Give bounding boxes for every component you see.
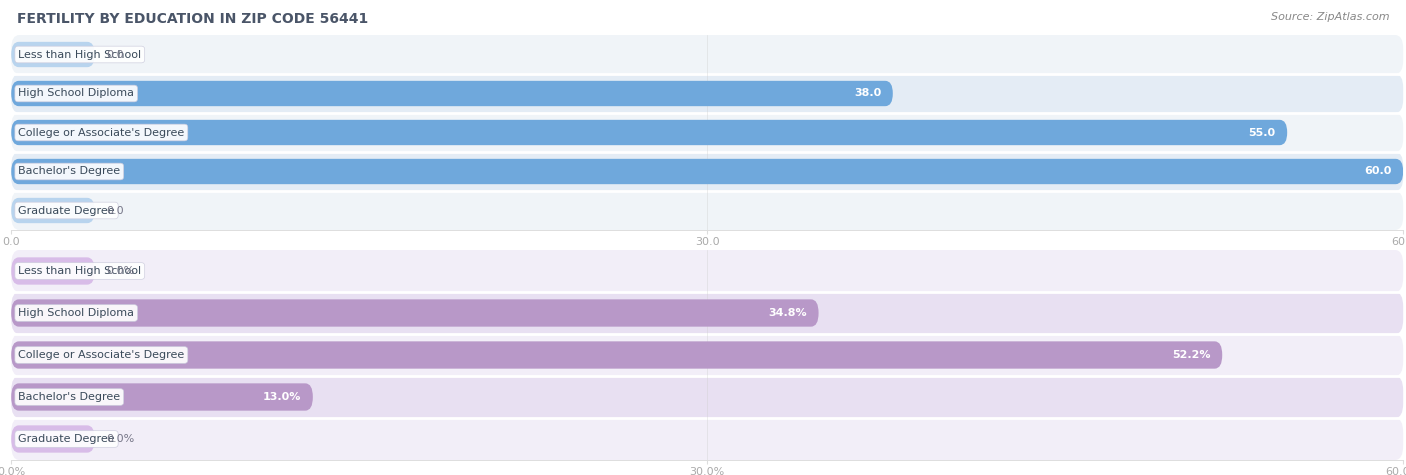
Text: Graduate Degree: Graduate Degree xyxy=(18,206,115,216)
Text: Less than High School: Less than High School xyxy=(18,266,142,276)
FancyBboxPatch shape xyxy=(11,383,314,411)
FancyBboxPatch shape xyxy=(11,257,94,285)
Text: Graduate Degree: Graduate Degree xyxy=(18,434,115,444)
FancyBboxPatch shape xyxy=(11,113,1403,152)
Text: FERTILITY BY EDUCATION IN ZIP CODE 56441: FERTILITY BY EDUCATION IN ZIP CODE 56441 xyxy=(17,12,368,26)
Text: 0.0%: 0.0% xyxy=(107,266,135,276)
FancyBboxPatch shape xyxy=(11,191,1403,230)
FancyBboxPatch shape xyxy=(11,250,1403,292)
FancyBboxPatch shape xyxy=(11,159,1403,184)
FancyBboxPatch shape xyxy=(11,42,94,67)
Text: 0.0: 0.0 xyxy=(107,49,124,59)
Text: Bachelor's Degree: Bachelor's Degree xyxy=(18,167,121,177)
Text: 38.0: 38.0 xyxy=(853,88,882,98)
Text: High School Diploma: High School Diploma xyxy=(18,88,134,98)
FancyBboxPatch shape xyxy=(11,342,1222,369)
Text: 60.0: 60.0 xyxy=(1364,167,1392,177)
FancyBboxPatch shape xyxy=(11,198,94,223)
FancyBboxPatch shape xyxy=(11,120,1288,145)
FancyBboxPatch shape xyxy=(11,376,1403,418)
Text: 0.0: 0.0 xyxy=(107,206,124,216)
Text: High School Diploma: High School Diploma xyxy=(18,308,134,318)
FancyBboxPatch shape xyxy=(11,74,1403,113)
FancyBboxPatch shape xyxy=(11,425,94,453)
FancyBboxPatch shape xyxy=(11,152,1403,191)
Text: 55.0: 55.0 xyxy=(1249,127,1275,137)
Text: Bachelor's Degree: Bachelor's Degree xyxy=(18,392,121,402)
Text: 0.0%: 0.0% xyxy=(107,434,135,444)
Text: Source: ZipAtlas.com: Source: ZipAtlas.com xyxy=(1271,12,1389,22)
Text: College or Associate's Degree: College or Associate's Degree xyxy=(18,127,184,137)
Text: Less than High School: Less than High School xyxy=(18,49,142,59)
FancyBboxPatch shape xyxy=(11,334,1403,376)
FancyBboxPatch shape xyxy=(11,81,893,106)
Text: College or Associate's Degree: College or Associate's Degree xyxy=(18,350,184,360)
Text: 34.8%: 34.8% xyxy=(768,308,807,318)
FancyBboxPatch shape xyxy=(11,418,1403,460)
Text: 13.0%: 13.0% xyxy=(263,392,301,402)
FancyBboxPatch shape xyxy=(11,292,1403,334)
FancyBboxPatch shape xyxy=(11,35,1403,74)
Text: 52.2%: 52.2% xyxy=(1173,350,1211,360)
FancyBboxPatch shape xyxy=(11,299,818,327)
